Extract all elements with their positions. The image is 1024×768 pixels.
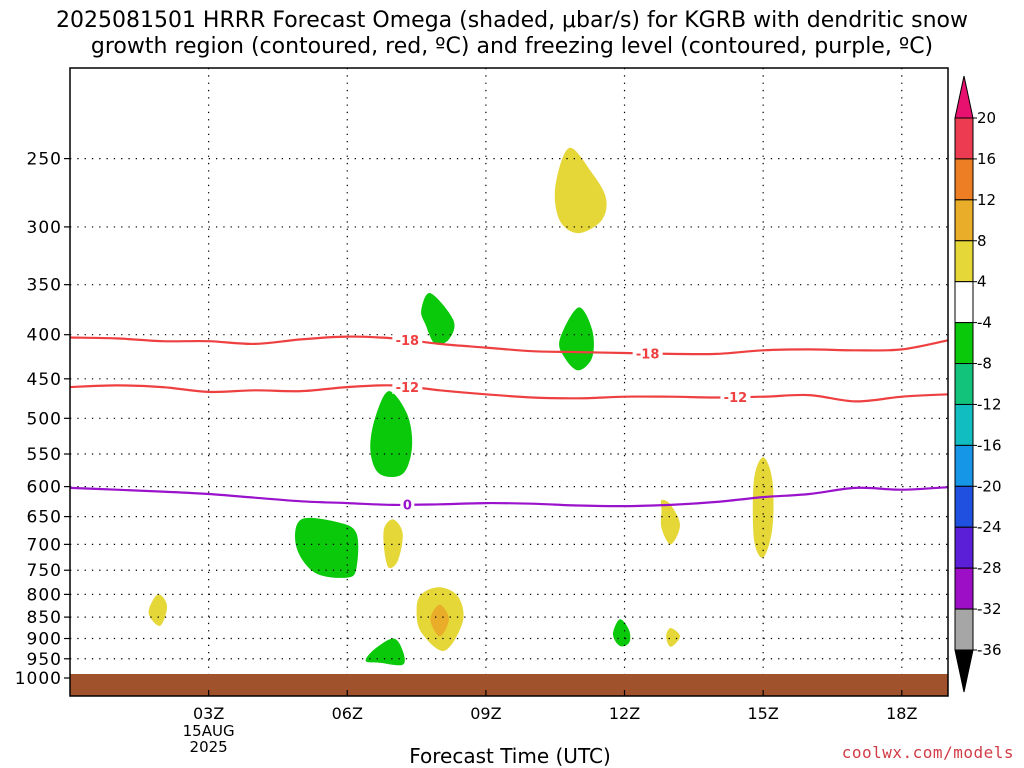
contour-lines: -18 -18 -12 -12 0 [69,333,949,514]
contour-label: -12 [396,381,420,396]
colorbar-label: -16 [977,436,1002,454]
contour-label: -18 [396,334,420,349]
colorbar-label: 4 [977,273,987,291]
colorbar: 20 16 12 8 4 -4 -8 -12 -16 -20 -24 -28 -32 -36 [954,75,1002,693]
x-tick-label: 15Z [747,704,778,723]
colorbar-segment [954,403,974,446]
colorbar-label: -8 [977,355,992,373]
colorbar-segment [954,158,974,201]
y-tick-label: 1000 [15,669,62,689]
contour-label-bg [632,346,663,361]
chart-title-line-2: growth region (contoured, red, ºC) and f… [90,34,934,59]
omega-area [559,307,594,371]
omega-area [295,517,359,578]
omega-area [365,638,405,666]
colorbar-segment [954,363,974,405]
omega-area [383,519,403,569]
y-tick-label: 350 [27,276,62,296]
x-date-label: 2025 [190,738,228,756]
colorbar-label: -32 [977,600,1002,618]
y-tick-label: 900 [27,630,62,650]
omega-area [148,594,168,626]
colorbar-label: -12 [977,395,1002,413]
omega-area [421,292,455,345]
colorbar-label: -20 [977,477,1002,495]
colorbar-label: 16 [977,150,996,168]
x-tick-label: 09Z [470,704,501,723]
plot-frame [69,67,949,697]
y-tick-label: 450 [27,370,62,390]
colorbar-segment [954,444,974,487]
omega-area [613,619,631,647]
y-tick-label: 400 [27,326,62,346]
x-tick-label: 06Z [332,704,363,723]
colorbar-bottom-arrow [954,649,974,693]
omega-area [430,604,449,637]
y-tick-label: 600 [27,478,62,498]
contour-label: 0 [403,499,412,514]
y-tick-label: 950 [27,650,62,670]
colorbar-segment [954,281,974,324]
x-tick-label: 12Z [609,704,640,723]
colorbar-segment [954,526,974,569]
colorbar-label: -28 [977,559,1002,577]
contour-label-bg [720,390,751,405]
contour-line [69,384,949,403]
colorbar-label: -4 [977,314,992,332]
y-tick-label: 250 [27,150,62,170]
contour-label: -12 [724,391,748,406]
colorbar-label: -36 [977,641,1002,659]
chart-title-line-1: 2025081501 HRRR Forecast Omega (shaded, … [55,8,969,33]
y-tick-label: 500 [27,409,62,429]
ground-bar [70,674,948,696]
y-tick-label: 650 [27,508,62,528]
y-axis: 2503003504004505005506006507007508008509… [15,150,70,689]
colorbar-segment [954,567,974,610]
y-tick-label: 850 [27,608,62,628]
contour-label-bg [400,497,415,512]
colorbar-label: 8 [977,232,987,250]
x-date-label: 15AUG [183,722,235,740]
omega-area [752,457,774,558]
colorbar-segment [954,117,974,160]
credit-text: coolwx.com/models [841,743,1014,762]
contour-label-bg [392,379,423,394]
colorbar-segment [954,240,974,283]
contour-line [69,486,949,508]
omega-shading [148,147,774,666]
grid-lines [70,68,948,674]
omega-area [554,147,607,234]
colorbar-segment [954,199,974,242]
y-tick-label: 550 [27,445,62,465]
colorbar-segment [954,485,974,528]
x-axis-label: Forecast Time (UTC) [409,744,611,768]
contour-label: -18 [636,347,660,362]
y-tick-label: 700 [27,535,62,555]
contour-line [69,335,949,356]
colorbar-segment [954,322,974,365]
x-tick-label: 18Z [886,704,917,723]
colorbar-segment [954,608,974,651]
x-tick-label: 03Z [193,704,224,723]
omega-area [660,499,680,545]
y-tick-label: 800 [27,585,62,605]
omega-area [666,628,680,647]
colorbar-label: 12 [977,191,996,209]
y-tick-label: 300 [27,218,62,238]
contour-label-bg [392,333,423,348]
colorbar-label: -24 [977,518,1002,536]
omega-area [370,391,413,478]
y-tick-label: 750 [27,561,62,581]
colorbar-top-arrow [954,75,974,119]
colorbar-label: 20 [977,109,996,127]
